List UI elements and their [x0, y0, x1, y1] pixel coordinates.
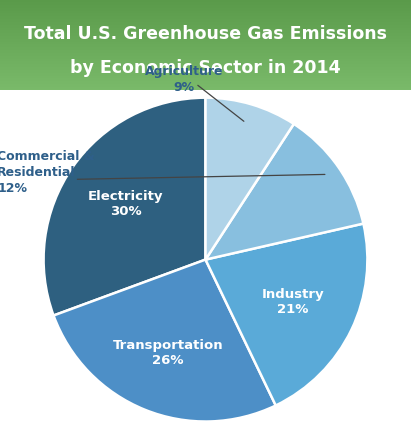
Text: Electricity
30%: Electricity 30%	[88, 190, 164, 218]
Wedge shape	[44, 98, 206, 315]
Wedge shape	[206, 98, 294, 260]
Text: Industry
21%: Industry 21%	[262, 288, 324, 316]
Text: Commercial &
Residential
12%: Commercial & Residential 12%	[0, 150, 95, 195]
Text: by Economic Sector in 2014: by Economic Sector in 2014	[70, 59, 341, 77]
Wedge shape	[53, 260, 276, 422]
Text: Agriculture
9%: Agriculture 9%	[145, 65, 224, 94]
Wedge shape	[206, 124, 363, 260]
Wedge shape	[206, 224, 367, 406]
Text: Transportation
26%: Transportation 26%	[113, 339, 223, 367]
Text: Total U.S. Greenhouse Gas Emissions: Total U.S. Greenhouse Gas Emissions	[24, 25, 387, 43]
